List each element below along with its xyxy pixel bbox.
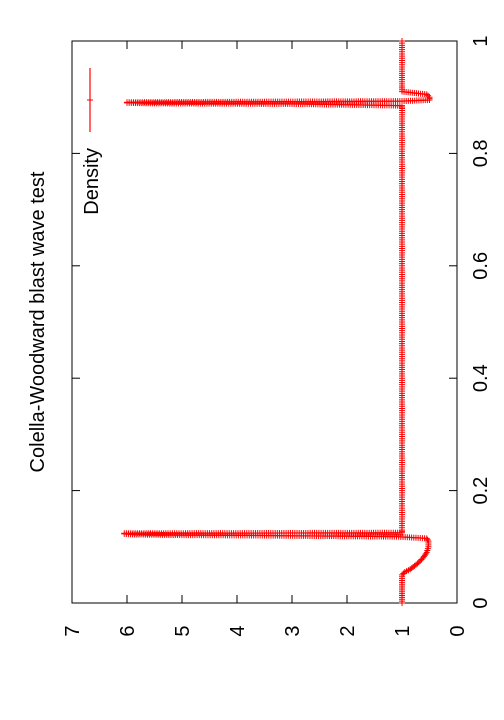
density-line [123,41,431,603]
y-tick-label: 2 [337,625,359,636]
legend-marker [87,97,93,103]
axis-ticks: 0 0.2 0.4 0.6 0.8 1 0 1 2 3 4 5 6 7 [62,35,492,636]
density-point-markers [121,38,433,606]
density-series [121,38,433,606]
x-tick-label: 0 [470,597,492,608]
x-tick-label: 0.2 [470,477,492,505]
x-tick-label: 0.4 [470,364,492,392]
y-tick-label: 5 [172,625,194,636]
y-tick-label: 1 [392,625,414,636]
x-tick-label: 1 [470,35,492,46]
legend-label-density: Density [81,148,103,215]
legend: Density [81,68,103,215]
y-tick-label: 7 [62,625,84,636]
density-markers [121,38,433,606]
y-tick-label: 6 [117,625,139,636]
y-tick-label: 3 [282,625,304,636]
y-tick-label: 0 [447,625,469,636]
plot-frame [71,40,458,604]
x-tick-label: 0.8 [470,139,492,167]
chart-title-text: Colella-Woodward blast wave test [27,171,49,472]
plot-border [71,40,458,604]
chart-title: Colella-Woodward blast wave test [27,171,49,472]
y-tick-label: 4 [227,625,249,636]
x-tick-label: 0.6 [470,252,492,280]
